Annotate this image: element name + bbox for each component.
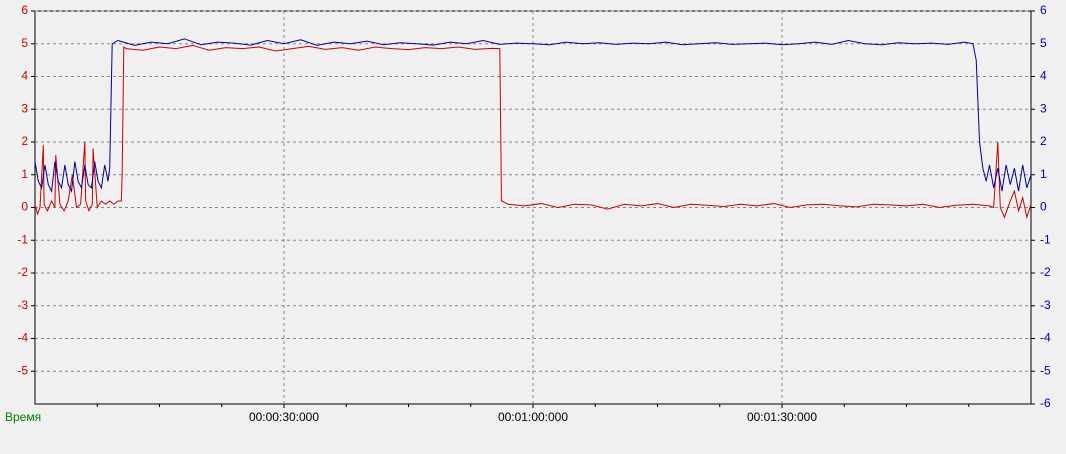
- y-tick-label: 1: [21, 167, 28, 181]
- series-line: [34, 44, 1032, 220]
- x-tick-label: 00:01:00:000: [498, 410, 568, 424]
- y-tick-label: -5: [17, 363, 28, 377]
- y2-tick-label: 2: [1040, 134, 1047, 148]
- x-axis-label: Время: [5, 410, 41, 424]
- y2-tick-label: -5: [1040, 363, 1051, 377]
- y2-tick-label: -2: [1040, 265, 1051, 279]
- y-tick-label: -4: [17, 331, 28, 345]
- y2-tick-label: -4: [1040, 331, 1051, 345]
- y-tick-label: -2: [17, 265, 28, 279]
- y-tick-label: -3: [17, 298, 28, 312]
- y-tick-label: -1: [17, 232, 28, 246]
- y2-tick-label: 6: [1040, 3, 1047, 17]
- y-tick-label: 6: [21, 3, 28, 17]
- y-tick-label: 3: [21, 101, 28, 115]
- y2-tick-label: 0: [1040, 200, 1047, 214]
- y2-tick-label: -6: [1040, 396, 1051, 410]
- y2-tick-label: 3: [1040, 101, 1047, 115]
- y2-tick-label: -3: [1040, 298, 1051, 312]
- y2-tick-label: 1: [1040, 167, 1047, 181]
- y2-tick-label: 5: [1040, 36, 1047, 50]
- series-line: [34, 38, 1032, 193]
- y-tick-label: 4: [21, 69, 28, 83]
- y-tick-label: 5: [21, 36, 28, 50]
- y-tick-label: 2: [21, 134, 28, 148]
- y-tick-label: 0: [21, 200, 28, 214]
- y2-tick-label: -1: [1040, 232, 1051, 246]
- x-tick-label: 00:00:30:000: [249, 410, 319, 424]
- y2-tick-label: 4: [1040, 69, 1047, 83]
- x-tick-label: 00:01:30:000: [747, 410, 817, 424]
